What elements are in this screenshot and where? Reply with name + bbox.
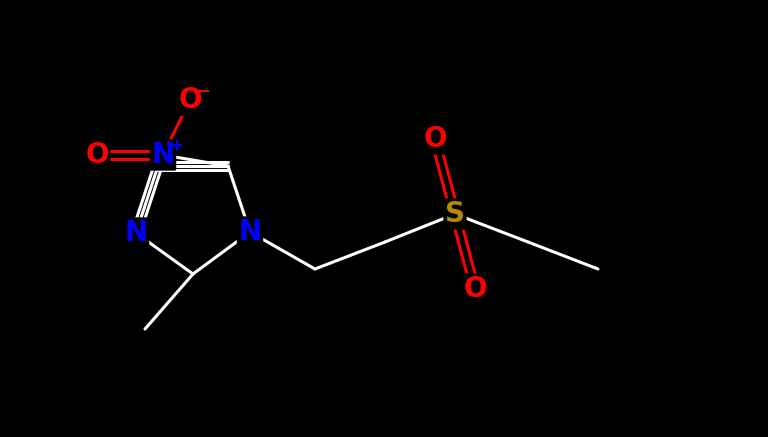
- Text: O: O: [85, 141, 109, 169]
- Text: +: +: [169, 137, 183, 155]
- Text: S: S: [445, 200, 465, 228]
- Text: −: −: [196, 81, 210, 99]
- Text: O: O: [178, 86, 202, 114]
- Text: N: N: [238, 218, 262, 246]
- Text: O: O: [423, 125, 447, 153]
- Text: O: O: [463, 275, 487, 303]
- Text: N: N: [151, 141, 174, 169]
- Text: N: N: [124, 219, 147, 247]
